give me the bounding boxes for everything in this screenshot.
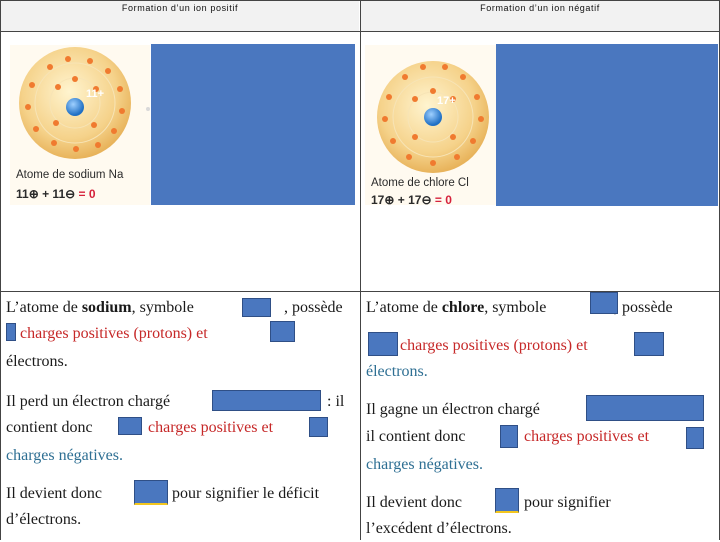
left-ion-blank[interactable] <box>134 480 168 505</box>
chlorine-atom-icon <box>377 61 489 173</box>
element-name: sodium <box>81 299 132 316</box>
border-top <box>0 0 720 1</box>
left-p3-line2: d’électrons. <box>6 511 82 528</box>
right-p3-line1: Il devient donc <box>366 494 462 511</box>
plus-circle-icon: ⊕ <box>28 187 39 201</box>
left-paragraph-1: L’atome de sodium, symbole <box>6 295 356 321</box>
right-p2-red: charges positives et <box>524 428 650 445</box>
text: L’atome de <box>366 299 442 316</box>
chlorine-nucleus-label: 17+ <box>437 95 456 107</box>
left-p2-il: : il <box>327 393 345 410</box>
right-answer-box[interactable] <box>496 44 718 206</box>
chlorine-eq-electrons: + 17 <box>397 193 422 205</box>
left-p1-red: charges positives (protons) et <box>20 325 208 342</box>
left-p2-red: charges positives et <box>148 419 274 436</box>
divider-dot <box>146 107 150 111</box>
right-header: Formation d’un ion négatif <box>480 3 600 13</box>
border-row <box>0 291 720 292</box>
text: L’atome de <box>6 299 82 316</box>
right-p1-red: charges positives (protons) et <box>400 337 588 354</box>
chlorine-equation: 17⊕ + 17⊖ = 0 <box>371 193 452 205</box>
left-p2-teal: charges négatives. <box>6 447 123 464</box>
right-p1-last: électrons. <box>366 363 428 380</box>
sodium-atom-icon <box>19 47 131 159</box>
left-symbol-blank[interactable] <box>242 298 271 317</box>
border-header <box>0 31 720 32</box>
right-neg-count-blank[interactable] <box>686 427 704 449</box>
sodium-eq-protons: 11 <box>16 187 29 201</box>
right-paragraph-1: L’atome de chlore, symbole <box>366 295 546 321</box>
left-pos-count-blank[interactable] <box>118 417 142 435</box>
right-p3-line2: l’excédent d’électrons. <box>366 520 512 537</box>
left-header-cell: Formation d’un ion positif <box>1 0 359 31</box>
right-pos-count-blank[interactable] <box>500 425 518 448</box>
sodium-equation: 11⊕ + 11⊖ = 0 <box>16 187 96 201</box>
left-p1-end: , possède <box>284 299 343 316</box>
right-p1-end: , possède <box>614 299 673 316</box>
left-p3-mid: pour signifier le déficit <box>172 485 320 502</box>
right-symbol-blank[interactable] <box>590 292 618 314</box>
border-left <box>0 0 1 540</box>
sodium-caption: Atome de sodium Na <box>16 169 124 181</box>
chlorine-eq-protons: 17 <box>371 193 385 205</box>
right-header-cell: Formation d’un ion négatif <box>361 0 719 31</box>
left-protons-blank[interactable] <box>6 323 16 341</box>
left-p2-line1: Il perd un électron chargé <box>6 393 171 410</box>
left-p1-last: électrons. <box>6 353 68 370</box>
sodium-atom-image: 11+ Atome de sodium Na 11⊕ + 11⊖ = 0 <box>10 45 150 205</box>
right-p3-mid: pour signifier <box>524 494 611 511</box>
element-name: chlore <box>441 299 485 316</box>
left-header: Formation d’un ion positif <box>121 3 239 13</box>
right-p2-teal: charges négatives. <box>366 456 483 473</box>
plus-circle-icon: ⊕ <box>384 193 395 205</box>
minus-circle-icon: ⊖ <box>65 187 76 201</box>
left-electrons-blank[interactable] <box>270 321 295 342</box>
chlorine-caption: Atome de chlore Cl <box>371 177 469 189</box>
text: , symbole <box>484 299 547 316</box>
right-ion-blank[interactable] <box>495 488 519 513</box>
left-p3-line1: Il devient donc <box>6 485 102 502</box>
left-neg-count-blank[interactable] <box>309 417 328 437</box>
left-charge-blank[interactable] <box>212 390 321 411</box>
left-answer-box[interactable] <box>151 44 355 205</box>
right-electrons-blank[interactable] <box>634 332 664 356</box>
left-p2-line2: contient donc <box>6 419 93 436</box>
right-protons-blank[interactable] <box>368 332 398 356</box>
right-charge-blank[interactable] <box>586 395 704 421</box>
chlorine-eq-result: = 0 <box>434 193 452 205</box>
right-p2-line2: il contient donc <box>366 428 466 445</box>
text: , symbole <box>131 299 194 316</box>
sodium-eq-result: = 0 <box>78 187 96 201</box>
border-middle <box>360 0 361 540</box>
right-p2-line1: Il gagne un électron chargé <box>366 401 540 418</box>
sodium-eq-electrons: + 11 <box>42 187 66 201</box>
chlorine-atom-image: 17+ Atome de chlore Cl 17⊕ + 17⊖ = 0 <box>365 45 505 205</box>
sodium-nucleus-label: 11+ <box>86 88 105 100</box>
minus-circle-icon: ⊖ <box>421 193 432 205</box>
